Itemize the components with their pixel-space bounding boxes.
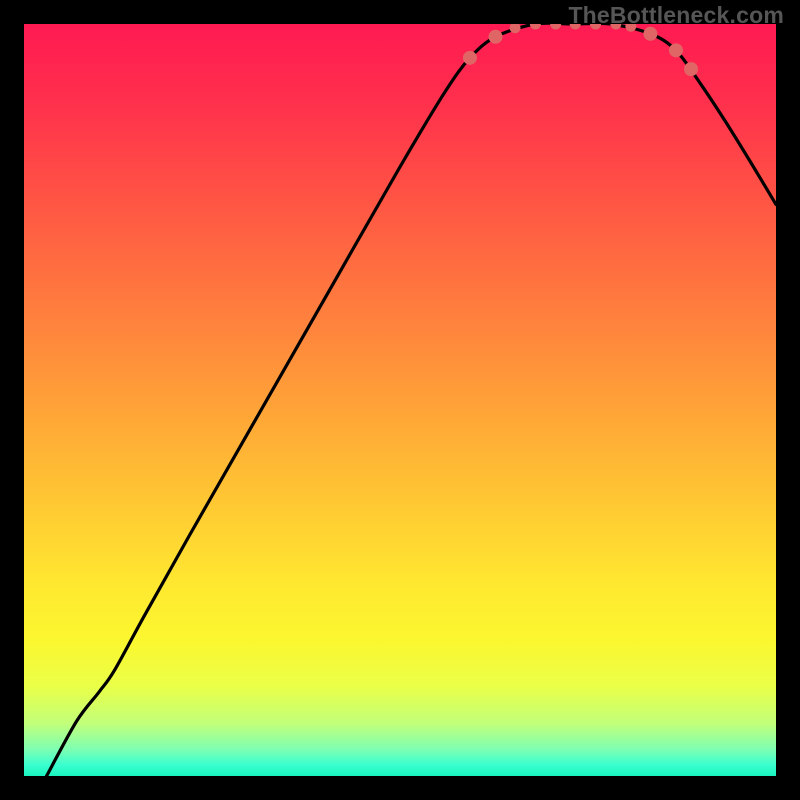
curve-marker	[489, 30, 503, 44]
plot-area	[24, 24, 776, 776]
chart-frame: TheBottleneck.com	[0, 0, 800, 800]
curve-marker	[643, 27, 657, 41]
curve-marker	[684, 62, 698, 76]
curve-marker	[669, 43, 683, 57]
gradient-background	[24, 24, 776, 776]
chart-svg	[24, 24, 776, 776]
curve-marker	[463, 51, 477, 65]
